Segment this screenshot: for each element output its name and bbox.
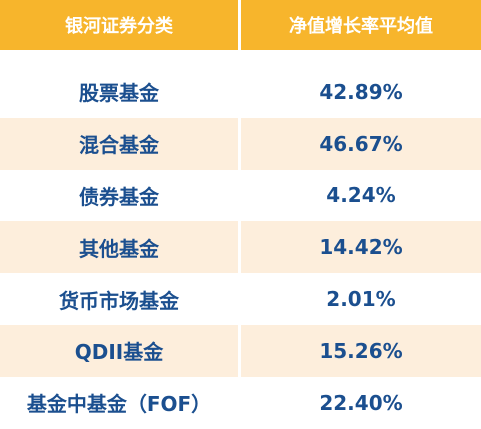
value-cell: 22.40% (241, 376, 481, 429)
category-cell: 混合基金 (0, 117, 238, 170)
table-row: 股票基金 42.89% (0, 66, 481, 118)
category-cell: QDII基金 (0, 324, 238, 377)
header-cell: 银河证券分类 (0, 0, 238, 50)
table-header: 银河证券分类 净值增长率平均值 (0, 0, 481, 50)
table-row: 货币市场基金 2.01% (0, 273, 481, 325)
category-cell: 其他基金 (0, 221, 238, 274)
category-cell: 股票基金 (0, 66, 238, 118)
table-row: 其他基金 14.42% (0, 221, 481, 274)
table-row: 混合基金 46.67% (0, 117, 481, 170)
category-cell: 基金中基金（FOF） (0, 376, 238, 429)
value-cell: 4.24% (241, 169, 481, 222)
header-cell: 净值增长率平均值 (241, 0, 481, 50)
table-row: 债券基金 4.24% (0, 169, 481, 222)
value-cell: 2.01% (241, 273, 481, 325)
value-cell: 14.42% (241, 221, 481, 274)
table-row: 基金中基金（FOF） 22.40% (0, 376, 481, 429)
table-row: QDII基金 15.26% (0, 324, 481, 377)
category-cell: 债券基金 (0, 169, 238, 222)
category-cell: 货币市场基金 (0, 273, 238, 325)
value-cell: 42.89% (241, 66, 481, 118)
value-cell: 46.67% (241, 117, 481, 170)
table-body: 股票基金 42.89% 混合基金 46.67% 债券基金 4.24% 其他基金 14.42% 货… (0, 66, 481, 429)
value-cell: 15.26% (241, 324, 481, 377)
